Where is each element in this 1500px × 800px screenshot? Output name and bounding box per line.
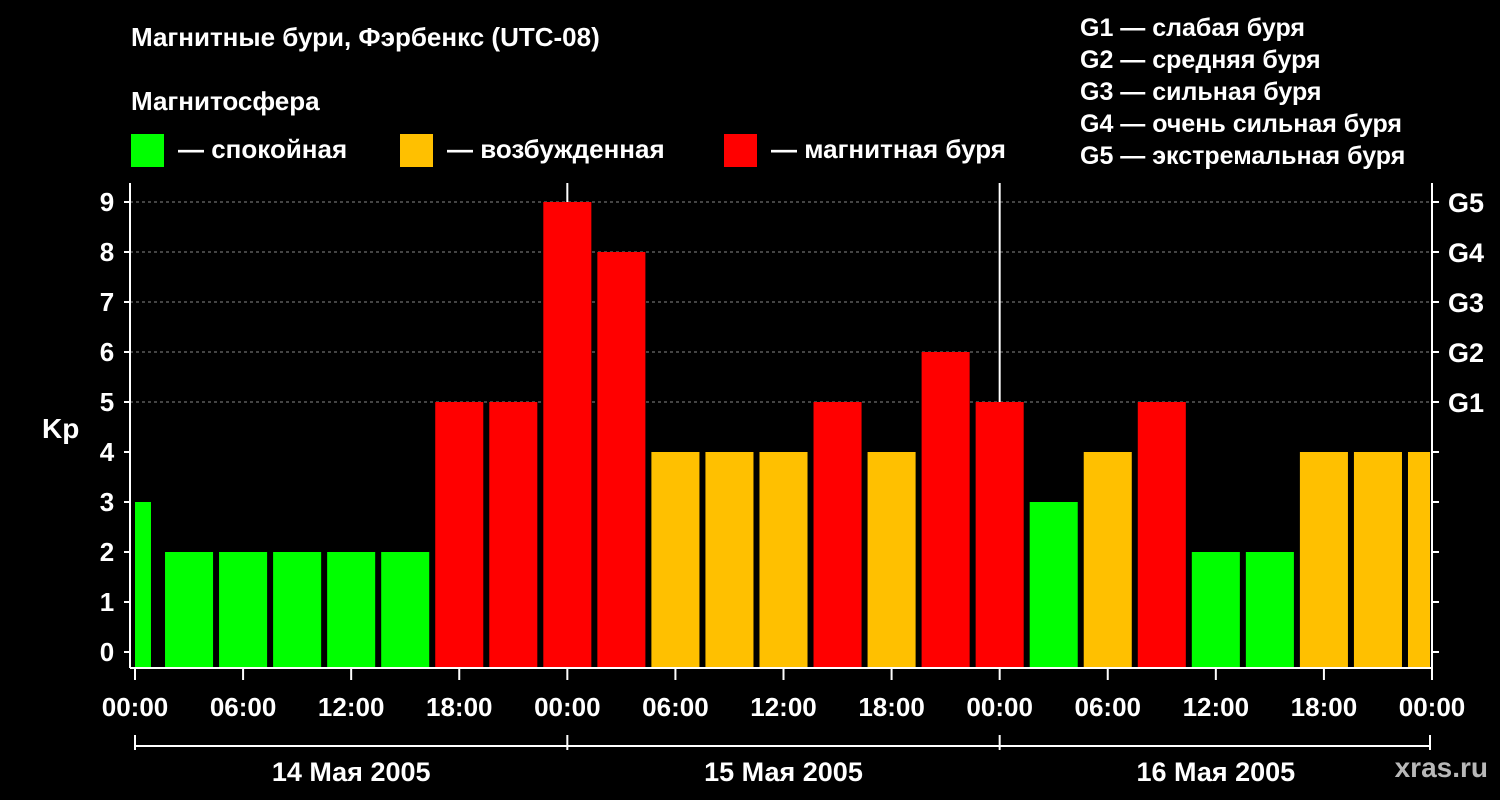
legend-label-active: — возбужденная [447, 134, 665, 164]
watermark: xras.ru [1394, 752, 1488, 783]
storm-scale-g1: G1 — слабая буря [1080, 14, 1306, 42]
y-tick-label: 1 [100, 587, 114, 617]
x-tick-label: 00:00 [966, 692, 1033, 722]
g-scale-label: G2 [1448, 338, 1484, 368]
storm-scale-g2: G2 — средняя буря [1080, 46, 1321, 74]
kp-bar [435, 402, 484, 668]
chart-title: Магнитные бури, Фэрбенкс (UTC-08) [131, 22, 600, 52]
y-tick-label: 8 [100, 237, 114, 267]
x-tick-label: 12:00 [1183, 692, 1250, 722]
legend-subtitle: Магнитосфера [131, 86, 320, 116]
kp-bar [1137, 402, 1186, 668]
g-scale-label: G1 [1448, 388, 1484, 418]
x-tick-label: 12:00 [750, 692, 817, 722]
legend-swatch-active [400, 134, 433, 167]
kp-bar [327, 552, 376, 668]
day-label: 16 Мая 2005 [1136, 757, 1295, 787]
kp-bar [1353, 452, 1402, 668]
kp-bar [1083, 452, 1132, 668]
kp-bar [597, 252, 646, 668]
kp-bar [489, 402, 538, 668]
y-tick-label: 0 [100, 637, 114, 667]
x-tick-label: 18:00 [858, 692, 925, 722]
legend-label-quiet: — спокойная [178, 134, 348, 164]
kp-bar [921, 352, 970, 668]
x-tick-label: 18:00 [1291, 692, 1358, 722]
storm-scale-g3: G3 — сильная буря [1080, 78, 1322, 106]
kp-bar [1191, 552, 1240, 668]
kp-bar [1245, 552, 1294, 668]
kp-bar [705, 452, 754, 668]
kp-bar [1299, 452, 1348, 668]
kp-bar [381, 552, 430, 668]
y-tick-label: 9 [100, 187, 114, 217]
kp-bar [273, 552, 322, 668]
storm-scale-g4: G4 — очень сильная буря [1080, 110, 1402, 138]
kp-bar [813, 402, 862, 668]
kp-bar [219, 552, 268, 668]
legend-swatch-storm [724, 134, 757, 167]
g-scale-label: G4 [1448, 238, 1484, 268]
x-tick-label: 00:00 [534, 692, 601, 722]
day-label: 15 Мая 2005 [704, 757, 863, 787]
x-tick-label: 06:00 [642, 692, 709, 722]
kp-bar [651, 452, 700, 668]
kp-bar [543, 202, 592, 668]
kp-bar [759, 452, 808, 668]
day-label: 14 Мая 2005 [272, 757, 431, 787]
g-scale-label: G5 [1448, 188, 1484, 218]
legend-swatch-quiet [131, 134, 164, 167]
legend-label-storm: — магнитная буря [771, 134, 1006, 164]
y-axis-label: Kp [42, 413, 79, 444]
g-scale-label: G3 [1448, 288, 1484, 318]
x-tick-label: 06:00 [1075, 692, 1142, 722]
x-tick-label: 00:00 [102, 692, 169, 722]
x-tick-label: 18:00 [426, 692, 493, 722]
y-tick-label: 7 [100, 287, 114, 317]
y-tick-label: 6 [100, 337, 114, 367]
y-tick-label: 2 [100, 537, 114, 567]
kp-bar [867, 452, 916, 668]
y-tick-label: 5 [100, 387, 114, 417]
storm-scale-g5: G5 — экстремальная буря [1080, 142, 1406, 170]
x-tick-label: 12:00 [318, 692, 385, 722]
kp-bar [135, 502, 151, 668]
kp-bar [1029, 502, 1078, 668]
x-tick-label: 00:00 [1399, 692, 1466, 722]
kp-bar [975, 402, 1024, 668]
y-tick-label: 4 [100, 437, 115, 467]
kp-bar [165, 552, 214, 668]
y-tick-label: 3 [100, 487, 114, 517]
x-tick-label: 06:00 [210, 692, 277, 722]
kp-bar [1407, 452, 1430, 668]
